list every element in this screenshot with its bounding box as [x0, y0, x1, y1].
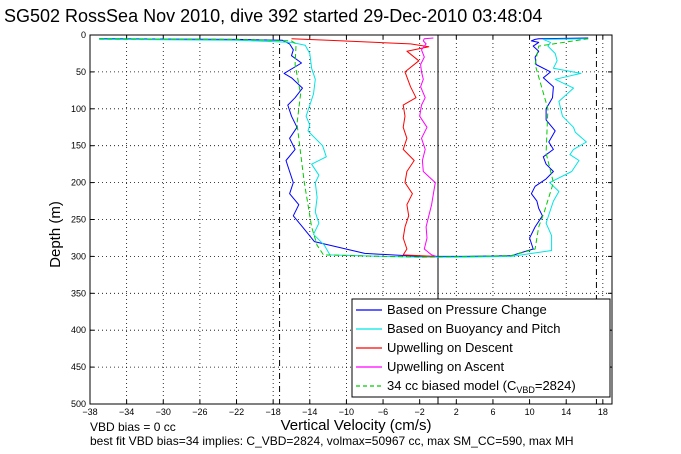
x-axis-label: Vertical Velocity (cm/s) — [281, 417, 432, 434]
y-tick-label: 250 — [71, 215, 86, 225]
y-tick-label: 200 — [71, 178, 86, 188]
y-tick-label: 50 — [76, 67, 86, 77]
series-line-4 — [419, 37, 437, 257]
data-series — [99, 37, 589, 258]
legend-label-text: Based on Buoyancy and Pitch — [387, 321, 560, 336]
legend-label-subscript: VBD — [516, 385, 535, 395]
y-tick-label: 350 — [71, 288, 86, 298]
x-axis-ticks: −38 −34 −30 −26 −22 −18 −14 −10 −6 −2 2 6 10 14 18 — [82, 35, 608, 417]
legend-label-3: Upwelling on Descent — [387, 340, 513, 355]
grid-lines — [89, 34, 612, 405]
legend-label-text: Upwelling on Descent — [387, 340, 513, 355]
x-tick-label: −18 — [266, 407, 281, 417]
legend-label-suffix: =2824) — [535, 378, 576, 393]
legend-label-2: Based on Buoyancy and Pitch — [387, 321, 560, 336]
legend-box — [351, 298, 611, 398]
y-tick-label: 400 — [71, 325, 86, 335]
chart-title: SG502 RossSea Nov 2010, dive 392 started… — [4, 6, 542, 26]
legend-label-text: 34 cc biased model (C — [387, 378, 516, 393]
legend-label-1: Based on Pressure Change — [387, 302, 547, 317]
footer-vbd-bias: VBD bias = 0 cc — [90, 420, 176, 434]
y-tick-label: 150 — [71, 141, 86, 151]
series-line-2 — [99, 38, 589, 258]
x-tick-label: 14 — [561, 407, 571, 417]
y-tick-label: 100 — [71, 104, 86, 114]
y-tick-label: 0 — [81, 30, 86, 40]
series-line-3 — [291, 38, 435, 257]
legend-label-4: Upwelling on Ascent — [387, 359, 504, 374]
x-tick-label: −22 — [229, 407, 244, 417]
y-tick-label: 500 — [71, 399, 86, 409]
y-axis-label: Depth (m) — [47, 201, 64, 268]
x-tick-label: −6 — [378, 407, 388, 417]
x-tick-label: −14 — [302, 407, 317, 417]
x-tick-label: 6 — [490, 407, 495, 417]
plot-axes: −38 −34 −30 −26 −22 −18 −14 −10 −6 −2 2 6 10 14 18 050… — [71, 30, 613, 417]
x-tick-label: −30 — [156, 407, 171, 417]
legend: Based on Pressure Change Based on Buoyanc… — [351, 298, 611, 398]
y-tick-label: 450 — [71, 362, 86, 372]
series-line-5 — [99, 38, 589, 258]
x-tick-label: 18 — [598, 407, 608, 417]
y-axis-ticks: 0 50 100 150 200 250 300 350 400 450 500 — [71, 30, 612, 409]
x-tick-label: 10 — [525, 407, 535, 417]
legend-label-text: Upwelling on Ascent — [387, 359, 504, 374]
x-tick-label: −34 — [119, 407, 134, 417]
x-tick-label: 2 — [454, 407, 459, 417]
legend-label-5: 34 cc biased model (CVBD=2824) — [387, 378, 576, 395]
y-tick-label: 300 — [71, 251, 86, 261]
legend-label-text: Based on Pressure Change — [387, 302, 547, 317]
x-tick-label: −10 — [339, 407, 354, 417]
x-tick-label: −26 — [192, 407, 207, 417]
x-tick-label: −38 — [82, 407, 97, 417]
footer-best-fit: best fit VBD bias=34 implies: C_VBD=2824… — [90, 434, 574, 448]
x-tick-label: −2 — [415, 407, 425, 417]
series-line-1 — [99, 37, 589, 257]
